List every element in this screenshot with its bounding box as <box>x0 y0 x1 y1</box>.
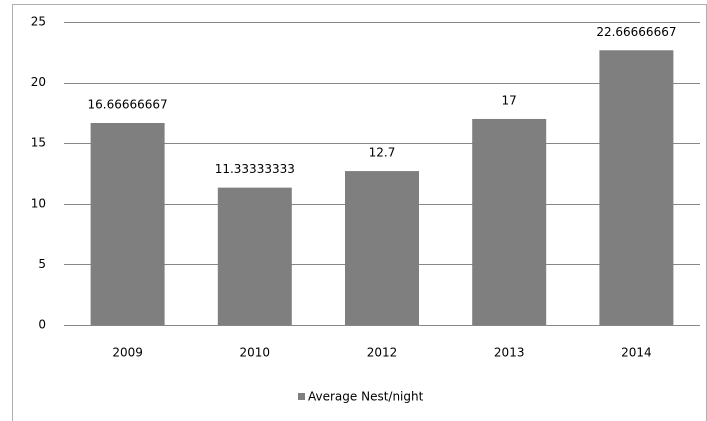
x-tick-label: 2014 <box>621 346 652 360</box>
x-tick-label: 2010 <box>240 346 271 360</box>
data-label: 12.7 <box>369 146 396 160</box>
bar <box>345 171 419 325</box>
y-tick-label: 20 <box>31 75 46 89</box>
data-label: 11.33333333 <box>215 162 295 176</box>
legend-label: Average Nest/night <box>308 390 424 404</box>
x-tick-label: 2013 <box>494 346 525 360</box>
legend-swatch <box>298 393 305 400</box>
y-tick-label: 5 <box>38 257 46 271</box>
bar <box>217 187 292 325</box>
y-tick-label: 25 <box>31 15 46 29</box>
bar <box>472 118 547 326</box>
y-tick-label: 0 <box>38 318 46 332</box>
bar <box>599 50 674 325</box>
x-tick-label: 2009 <box>112 346 143 360</box>
bar <box>90 123 165 325</box>
y-tick-label: 15 <box>31 136 46 150</box>
y-tick-label: 10 <box>31 196 46 210</box>
data-label: 16.66666667 <box>88 98 168 112</box>
data-label: 17 <box>502 93 517 107</box>
x-tick-label: 2012 <box>367 346 398 360</box>
data-label: 22.66666667 <box>596 25 676 39</box>
